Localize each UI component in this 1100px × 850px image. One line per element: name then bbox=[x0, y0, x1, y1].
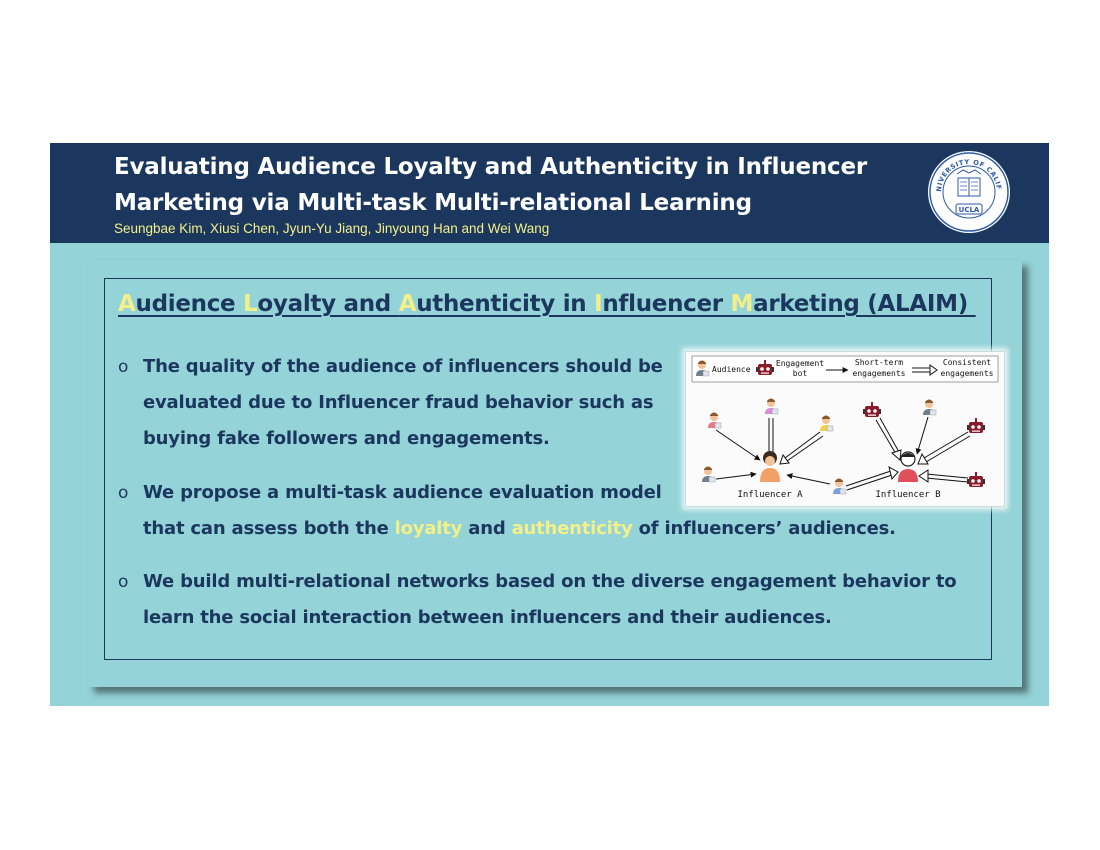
influencer-b-icon bbox=[898, 451, 918, 482]
bullet-text: We propose a multi-task audience evaluat… bbox=[143, 475, 993, 547]
bullet-marker: o bbox=[118, 357, 129, 377]
bullet-text-segment: We build multi-relational networks based… bbox=[143, 571, 957, 592]
bullet-text: The quality of the audience of influence… bbox=[143, 349, 993, 457]
poster-title: Evaluating Audience Loyalty and Authenti… bbox=[114, 149, 874, 221]
legend-bot-label-2: bot bbox=[793, 369, 808, 378]
author-list: Seungbae Kim, Xiusi Chen, Jyun-Yu Jiang,… bbox=[114, 221, 550, 236]
bullet-text-segment: that can assess both the bbox=[143, 518, 395, 539]
network-diagram-svg: Audience Engagement bot Short-term engag… bbox=[691, 355, 999, 500]
legend-consistent-arrow bbox=[912, 367, 930, 373]
bullet-text: We build multi-relational networks based… bbox=[143, 564, 993, 636]
audience-node bbox=[707, 412, 722, 429]
title-highlight-letter: I bbox=[594, 291, 603, 317]
title-highlight-letter: A bbox=[398, 291, 417, 317]
bot-node bbox=[967, 418, 985, 433]
legend-bot-label-1: Engagement bbox=[776, 359, 824, 368]
content-border-box: Audience Loyalty and Authenticity in Inf… bbox=[104, 278, 1005, 660]
ucla-seal-logo: THE UNIVERSITY OF CALIFORNIA UCLA bbox=[927, 150, 1010, 233]
audience-node bbox=[832, 478, 847, 495]
title-text-segment: udience bbox=[135, 291, 244, 317]
bullet-text-segment: learn the social interaction between inf… bbox=[143, 607, 832, 628]
header-bar: Evaluating Audience Loyalty and Authenti… bbox=[50, 143, 1049, 243]
title-text-segment: arketing (ALAIM) bbox=[753, 291, 976, 317]
audience-node bbox=[922, 399, 937, 416]
bullet-text-segment: We propose a multi-task audience evaluat… bbox=[143, 482, 662, 503]
title-highlight-letter: M bbox=[730, 291, 754, 317]
bot-node bbox=[863, 402, 881, 417]
bullet-line: learn the social interaction between inf… bbox=[143, 600, 993, 636]
slide: Evaluating Audience Loyalty and Authenti… bbox=[50, 143, 1049, 706]
legend-short-label-2: engagements bbox=[853, 369, 906, 378]
bullet-line: We propose a multi-task audience evaluat… bbox=[143, 475, 993, 511]
bullet-line: The quality of the audience of influence… bbox=[143, 349, 993, 385]
audience-node bbox=[819, 415, 834, 432]
title-text-segment: uthenticity in bbox=[416, 291, 595, 317]
bullet-line: evaluated due to Influencer fraud behavi… bbox=[143, 385, 993, 421]
bullet-text-segment: evaluated due to Influencer fraud behavi… bbox=[143, 392, 654, 413]
bullet-text-segment: of influencers’ audiences. bbox=[632, 518, 896, 539]
title-highlight-letter: L bbox=[243, 291, 258, 317]
influencer-b-label: Influencer B bbox=[875, 490, 940, 500]
highlight-keyword: loyalty bbox=[394, 518, 463, 539]
bullet-text-segment: The quality of the audience of influence… bbox=[143, 356, 663, 377]
bullet-text-segment: and bbox=[462, 518, 512, 539]
content-panel: Audience Loyalty and Authenticity in Inf… bbox=[88, 260, 1022, 687]
legend-audience-label: Audience bbox=[712, 365, 751, 374]
bullet-line: that can assess both the loyalty and aut… bbox=[143, 511, 993, 547]
audience-node bbox=[764, 398, 779, 415]
title-highlight-letter: A bbox=[118, 291, 136, 317]
highlight-keyword: authenticity bbox=[511, 518, 633, 539]
bullet-marker: o bbox=[118, 483, 129, 503]
bullet-marker: o bbox=[118, 572, 129, 592]
audience-node bbox=[701, 466, 716, 483]
influencer-a-label: Influencer A bbox=[737, 490, 803, 500]
network-diagram: Audience Engagement bot Short-term engag… bbox=[685, 351, 1005, 507]
bot-node bbox=[967, 472, 985, 487]
bullet-text-segment: buying fake followers and engagements. bbox=[143, 428, 550, 449]
title-line-2: Marketing via Multi-task Multi-relationa… bbox=[114, 190, 752, 216]
influencer-b-edges bbox=[845, 416, 971, 491]
section-title: Audience Loyalty and Authenticity in Inf… bbox=[118, 291, 976, 317]
svg-text:UCLA: UCLA bbox=[959, 206, 980, 214]
legend-short-label-1: Short-term bbox=[855, 358, 903, 367]
legend-consistent-label-2: engagements bbox=[941, 369, 994, 378]
bullet-line: buying fake followers and engagements. bbox=[143, 421, 993, 457]
title-text-segment: oyalty and bbox=[257, 291, 399, 317]
bullet-line: We build multi-relational networks based… bbox=[143, 564, 993, 600]
title-line-1: Evaluating Audience Loyalty and Authenti… bbox=[114, 154, 867, 180]
influencer-a-icon bbox=[760, 451, 780, 482]
legend-consistent-label-1: Consistent bbox=[943, 358, 991, 367]
title-text-segment: nfluencer bbox=[602, 291, 731, 317]
